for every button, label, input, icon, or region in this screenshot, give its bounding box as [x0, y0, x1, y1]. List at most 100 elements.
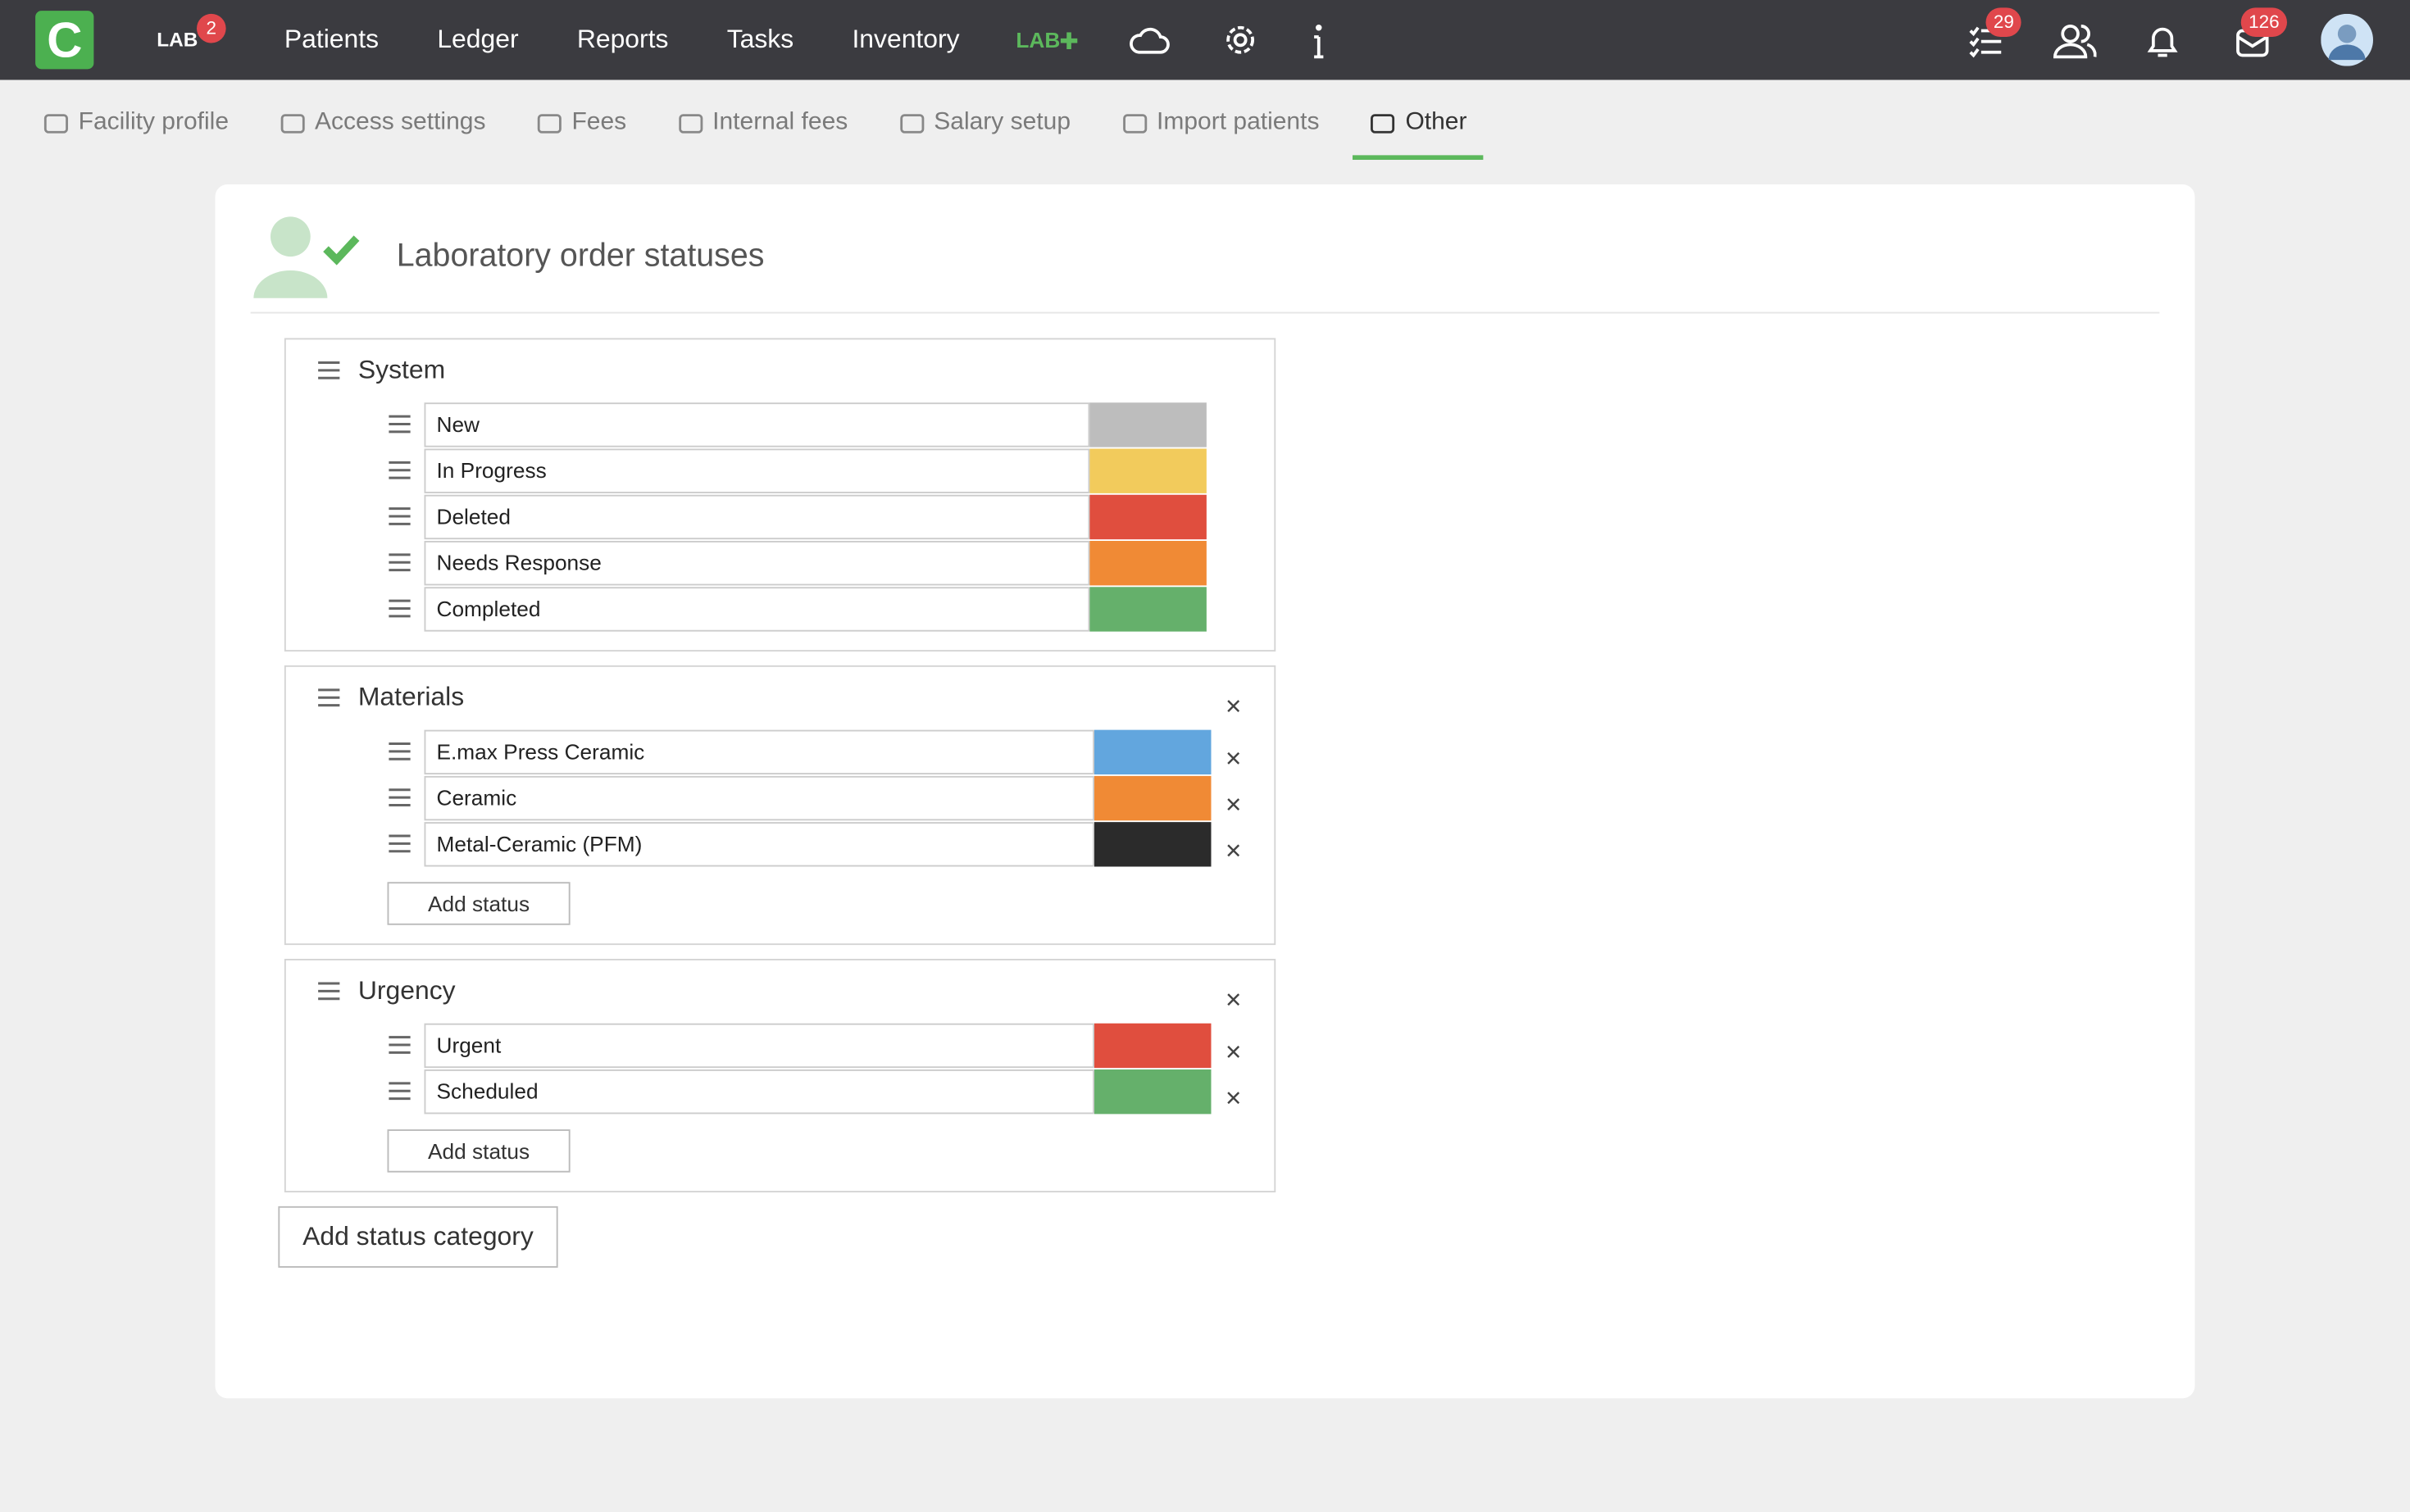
remove-status[interactable] — [1226, 1039, 1240, 1067]
drag-handle — [389, 834, 411, 853]
drag-handle — [389, 1036, 411, 1054]
status-input[interactable]: E.max Press Ceramic — [424, 729, 1094, 774]
tabs: Facility profile Access settings Fees Inter… — [43, 105, 1485, 160]
status-color[interactable] — [1089, 447, 1207, 493]
remove-icon — [1227, 700, 1240, 712]
handle-wrap[interactable] — [388, 1034, 412, 1056]
tab[interactable]: Salary setup — [898, 105, 1088, 154]
status-row: Completed — [286, 585, 1275, 631]
drag-handle — [389, 788, 411, 806]
drag-handle — [318, 688, 340, 707]
status-row: Scheduled — [286, 1068, 1275, 1114]
tab[interactable]: Access settings — [280, 105, 502, 154]
status-row: Deleted — [286, 493, 1275, 539]
status-category: Urgency Urgent Scheduled Add status — [284, 959, 1276, 1192]
lab-plus[interactable]: LAB — [1016, 28, 1077, 52]
tab[interactable]: Fees — [536, 105, 643, 154]
lab-link[interactable]: LAB — [157, 27, 198, 51]
settings-icon[interactable] — [1224, 23, 1257, 57]
status-color[interactable] — [1089, 540, 1207, 585]
nav-item[interactable]: Ledger — [437, 25, 519, 54]
nav-items: Patients Ledger Reports Tasks Inventory — [284, 25, 960, 56]
handle-wrap[interactable] — [388, 833, 412, 854]
info-icon[interactable] — [1310, 23, 1329, 60]
divider — [250, 311, 2160, 314]
status-input[interactable]: New — [424, 402, 1090, 447]
remove-status[interactable] — [1226, 838, 1240, 865]
tab[interactable]: Import patients — [1121, 105, 1336, 154]
handle-wrap[interactable] — [388, 552, 412, 573]
remove-icon — [1227, 993, 1240, 1006]
avatar[interactable] — [2321, 13, 2373, 66]
nav-item[interactable]: Tasks — [726, 25, 794, 54]
tab-label: Other — [1405, 109, 1467, 135]
status-color[interactable] — [1089, 586, 1207, 631]
status-input[interactable]: Metal-Ceramic (PFM) — [424, 821, 1094, 866]
status-color[interactable] — [1094, 1069, 1212, 1114]
handle-wrap[interactable] — [388, 413, 412, 434]
tab[interactable]: Other — [1353, 105, 1485, 160]
nav-item[interactable]: Patients — [284, 25, 380, 54]
status-input[interactable]: Urgent — [424, 1022, 1094, 1068]
remove-icon — [1227, 798, 1240, 810]
status-input[interactable]: Completed — [424, 586, 1090, 631]
handle-wrap[interactable] — [388, 506, 412, 527]
panel: Laboratory order statuses System New In Pr… — [215, 184, 2195, 1399]
status-color[interactable] — [1089, 493, 1207, 539]
logo[interactable]: C — [35, 11, 94, 70]
remove-category[interactable] — [1226, 983, 1240, 1015]
remove-status[interactable] — [1226, 1085, 1240, 1113]
status-color[interactable] — [1094, 729, 1212, 774]
tab[interactable]: Facility profile — [43, 105, 246, 154]
status-input[interactable]: Deleted — [424, 493, 1090, 539]
remove-status[interactable] — [1226, 792, 1240, 820]
status-color[interactable] — [1094, 821, 1212, 866]
status-row: Metal-Ceramic (PFM) — [286, 820, 1275, 866]
handle-wrap[interactable] — [388, 460, 412, 481]
remove-icon — [1227, 751, 1240, 765]
status-color[interactable] — [1089, 402, 1207, 447]
handle-wrap[interactable] — [388, 787, 412, 808]
remove-status[interactable] — [1226, 745, 1240, 773]
add-status-button[interactable]: Add status — [387, 882, 571, 925]
tab-label: Salary setup — [934, 109, 1071, 135]
handle-wrap[interactable] — [316, 360, 341, 381]
drag-handle — [318, 361, 340, 379]
status-row: Ceramic — [286, 774, 1275, 820]
status-input[interactable]: In Progress — [424, 447, 1090, 493]
cloud-icon[interactable] — [1128, 21, 1171, 58]
tab-icon — [678, 113, 703, 133]
add-status-button[interactable]: Add status — [387, 1129, 571, 1173]
remove-icon — [1227, 1092, 1240, 1105]
status-input[interactable]: Scheduled — [424, 1069, 1094, 1114]
handle-wrap[interactable] — [316, 687, 341, 708]
handle-wrap[interactable] — [316, 980, 341, 1001]
nav-item[interactable]: Inventory — [852, 25, 960, 54]
tab[interactable]: Internal fees — [677, 105, 865, 154]
category-header: Urgency — [286, 960, 1275, 1022]
tasks-badge: 29 — [1985, 7, 2022, 37]
handle-wrap[interactable] — [388, 741, 412, 762]
categories: System New In Progress Deleted Needs Respons… — [278, 338, 1276, 1268]
tab-icon — [1122, 113, 1147, 133]
status-input[interactable]: Ceramic — [424, 774, 1094, 820]
category-header: Materials — [286, 667, 1275, 729]
status-category: Materials E.max Press Ceramic Ceramic Metal… — [284, 665, 1276, 946]
remove-icon — [1227, 1046, 1240, 1058]
header-icon — [253, 216, 360, 298]
remove-category[interactable] — [1226, 690, 1240, 721]
lab-badge: 2 — [197, 13, 226, 43]
status-color[interactable] — [1094, 1022, 1212, 1068]
handle-wrap[interactable] — [388, 1080, 412, 1101]
nav-item[interactable]: Reports — [576, 25, 669, 54]
drag-handle — [318, 982, 340, 1001]
status-category: System New In Progress Deleted Needs Respons… — [284, 338, 1276, 652]
users-icon[interactable] — [2053, 23, 2097, 60]
tab-label: Facility profile — [78, 109, 230, 135]
handle-wrap[interactable] — [388, 597, 412, 619]
status-input[interactable]: Needs Response — [424, 540, 1090, 585]
add-category-button[interactable]: Add status category — [278, 1206, 558, 1268]
status-color[interactable] — [1094, 774, 1212, 820]
bell-icon[interactable] — [2146, 23, 2180, 60]
